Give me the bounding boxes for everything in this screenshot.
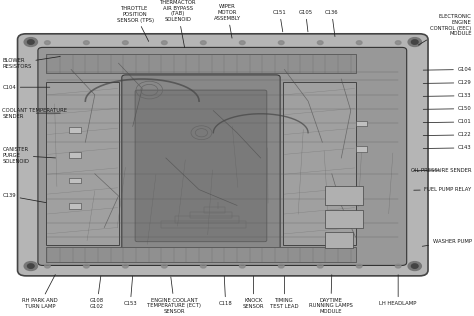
Text: THERMACTOR
AIR BYPASS
(TAB)
SOLENOID: THERMACTOR AIR BYPASS (TAB) SOLENOID bbox=[159, 0, 196, 48]
Bar bbox=[46, 82, 119, 245]
Text: WASHER PUMP: WASHER PUMP bbox=[422, 239, 472, 246]
FancyBboxPatch shape bbox=[135, 90, 267, 242]
Circle shape bbox=[408, 262, 421, 270]
Text: C139: C139 bbox=[2, 193, 46, 203]
Text: TIMING
TEST LEAD: TIMING TEST LEAD bbox=[270, 276, 299, 309]
Circle shape bbox=[122, 41, 128, 45]
Text: KNOCK
SENSOR: KNOCK SENSOR bbox=[243, 276, 264, 309]
Text: C136: C136 bbox=[325, 10, 338, 37]
Bar bbox=[325, 186, 363, 205]
Circle shape bbox=[45, 264, 50, 268]
Circle shape bbox=[83, 264, 89, 268]
Circle shape bbox=[27, 40, 34, 44]
Circle shape bbox=[318, 264, 323, 268]
Text: G108
G102: G108 G102 bbox=[90, 276, 104, 309]
Circle shape bbox=[356, 264, 362, 268]
Text: CANISTER
PURGE
SOLENOID: CANISTER PURGE SOLENOID bbox=[2, 147, 55, 164]
Text: C129: C129 bbox=[423, 80, 472, 85]
Bar bbox=[325, 232, 353, 248]
Bar bbox=[356, 146, 367, 152]
Bar bbox=[190, 212, 232, 218]
Bar bbox=[161, 221, 246, 228]
FancyBboxPatch shape bbox=[18, 34, 428, 276]
Circle shape bbox=[278, 264, 284, 268]
Text: C133: C133 bbox=[423, 93, 472, 98]
Circle shape bbox=[201, 264, 206, 268]
Text: C143: C143 bbox=[423, 145, 472, 150]
Text: ELECTRONIC
ENGINE
CONTROL (EEC)
MODULE: ELECTRONIC ENGINE CONTROL (EEC) MODULE bbox=[419, 14, 472, 45]
Text: WIPER
MOTOR
ASSEMBLY: WIPER MOTOR ASSEMBLY bbox=[214, 4, 241, 38]
Text: G104: G104 bbox=[423, 67, 472, 72]
Bar bbox=[69, 178, 81, 183]
FancyBboxPatch shape bbox=[38, 47, 407, 265]
Bar bbox=[283, 82, 356, 245]
Text: DAYTIME
RUNNING LAMPS
MODULE: DAYTIME RUNNING LAMPS MODULE bbox=[309, 275, 353, 314]
Circle shape bbox=[162, 264, 167, 268]
Text: RH PARK AND
TURN LAMP: RH PARK AND TURN LAMP bbox=[22, 275, 58, 309]
Circle shape bbox=[408, 38, 421, 46]
Circle shape bbox=[162, 41, 167, 45]
Text: C104: C104 bbox=[2, 85, 50, 90]
Bar bbox=[46, 247, 356, 262]
Text: C101: C101 bbox=[423, 119, 472, 125]
Circle shape bbox=[278, 41, 284, 45]
Circle shape bbox=[411, 40, 418, 44]
Text: COOLANT TEMPERATURE
SENDER: COOLANT TEMPERATURE SENDER bbox=[2, 108, 67, 118]
Text: C118: C118 bbox=[219, 276, 233, 306]
Text: C151: C151 bbox=[273, 10, 287, 32]
Circle shape bbox=[24, 38, 37, 46]
Circle shape bbox=[27, 264, 34, 268]
Circle shape bbox=[201, 41, 206, 45]
Circle shape bbox=[45, 41, 50, 45]
Bar bbox=[325, 210, 363, 228]
Circle shape bbox=[356, 41, 362, 45]
Circle shape bbox=[395, 264, 401, 268]
Text: C150: C150 bbox=[423, 106, 472, 111]
Circle shape bbox=[239, 264, 245, 268]
Circle shape bbox=[122, 264, 128, 268]
Bar bbox=[69, 152, 81, 158]
Circle shape bbox=[24, 262, 37, 270]
Text: G105: G105 bbox=[299, 10, 313, 32]
Text: ENGINE COOLANT
TEMPERATURE (ECT)
SENSOR: ENGINE COOLANT TEMPERATURE (ECT) SENSOR bbox=[147, 277, 201, 314]
Text: THROTTLE
POSITION
SENSOR (TPS): THROTTLE POSITION SENSOR (TPS) bbox=[117, 6, 154, 41]
FancyBboxPatch shape bbox=[122, 75, 280, 252]
Bar bbox=[204, 207, 225, 213]
Circle shape bbox=[83, 41, 89, 45]
Text: OIL PRESSURE SENDER: OIL PRESSURE SENDER bbox=[411, 167, 472, 173]
Bar bbox=[69, 127, 81, 133]
Bar bbox=[356, 121, 367, 126]
Bar bbox=[46, 54, 356, 73]
Circle shape bbox=[411, 264, 418, 268]
Text: LH HEADLAMP: LH HEADLAMP bbox=[380, 275, 417, 306]
Circle shape bbox=[239, 41, 245, 45]
Bar bbox=[69, 203, 81, 209]
Text: FUEL PUMP RELAY: FUEL PUMP RELAY bbox=[414, 187, 472, 192]
Text: C153: C153 bbox=[124, 276, 137, 306]
Bar bbox=[175, 216, 239, 223]
Circle shape bbox=[395, 41, 401, 45]
Text: BLOWER
RESISTORS: BLOWER RESISTORS bbox=[2, 57, 60, 69]
Text: C122: C122 bbox=[423, 132, 472, 137]
Circle shape bbox=[318, 41, 323, 45]
